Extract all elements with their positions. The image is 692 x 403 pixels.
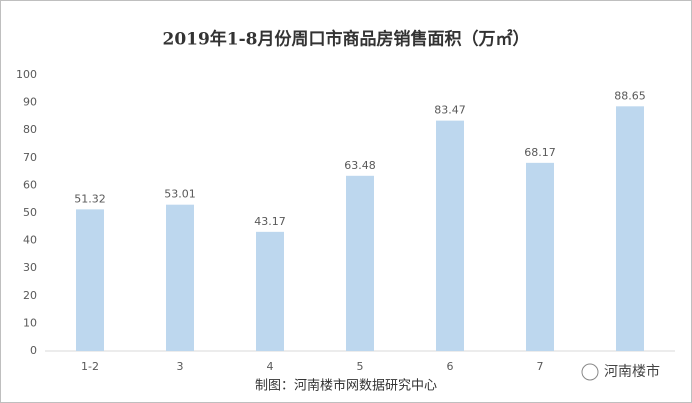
y-tick-label: 0 [30,344,37,357]
y-tick-label: 60 [23,178,37,191]
data-label: 43.17 [254,215,286,228]
bar [526,162,554,351]
data-label: 88.65 [614,89,646,102]
watermark: 河南楼市 [604,363,660,380]
x-tick-label: 1-2 [81,360,99,373]
logo-icon [581,363,599,381]
bar [346,175,374,351]
x-tick-label: 5 [357,360,364,373]
y-tick-label: 80 [23,123,37,136]
data-label: 63.48 [344,159,376,172]
y-tick-label: 50 [23,206,37,219]
y-tick-label: 100 [16,68,37,81]
bar [436,120,464,351]
data-label: 51.32 [74,192,106,205]
chart-title: 2019年1-8月份周口市商品房销售面积（万㎡） [162,29,529,50]
y-tick-label: 10 [23,316,37,329]
bar [256,231,284,351]
footer: 制图：河南楼市网数据研究中心 [255,378,437,394]
data-label: 83.47 [434,104,466,117]
y-tick-label: 90 [23,96,37,109]
bar [166,204,194,351]
y-tick-label: 30 [23,261,37,274]
data-label: 68.17 [524,146,556,159]
x-tick-label: 4 [267,360,274,373]
x-tick-label: 3 [177,360,184,373]
bar [76,209,104,351]
bar [616,106,644,352]
y-tick-label: 40 [23,234,37,247]
x-tick-label: 6 [447,360,454,373]
y-tick-label: 20 [23,289,37,302]
data-label: 53.01 [164,188,196,201]
y-tick-label: 70 [23,151,37,164]
x-tick-label: 7 [537,360,544,373]
